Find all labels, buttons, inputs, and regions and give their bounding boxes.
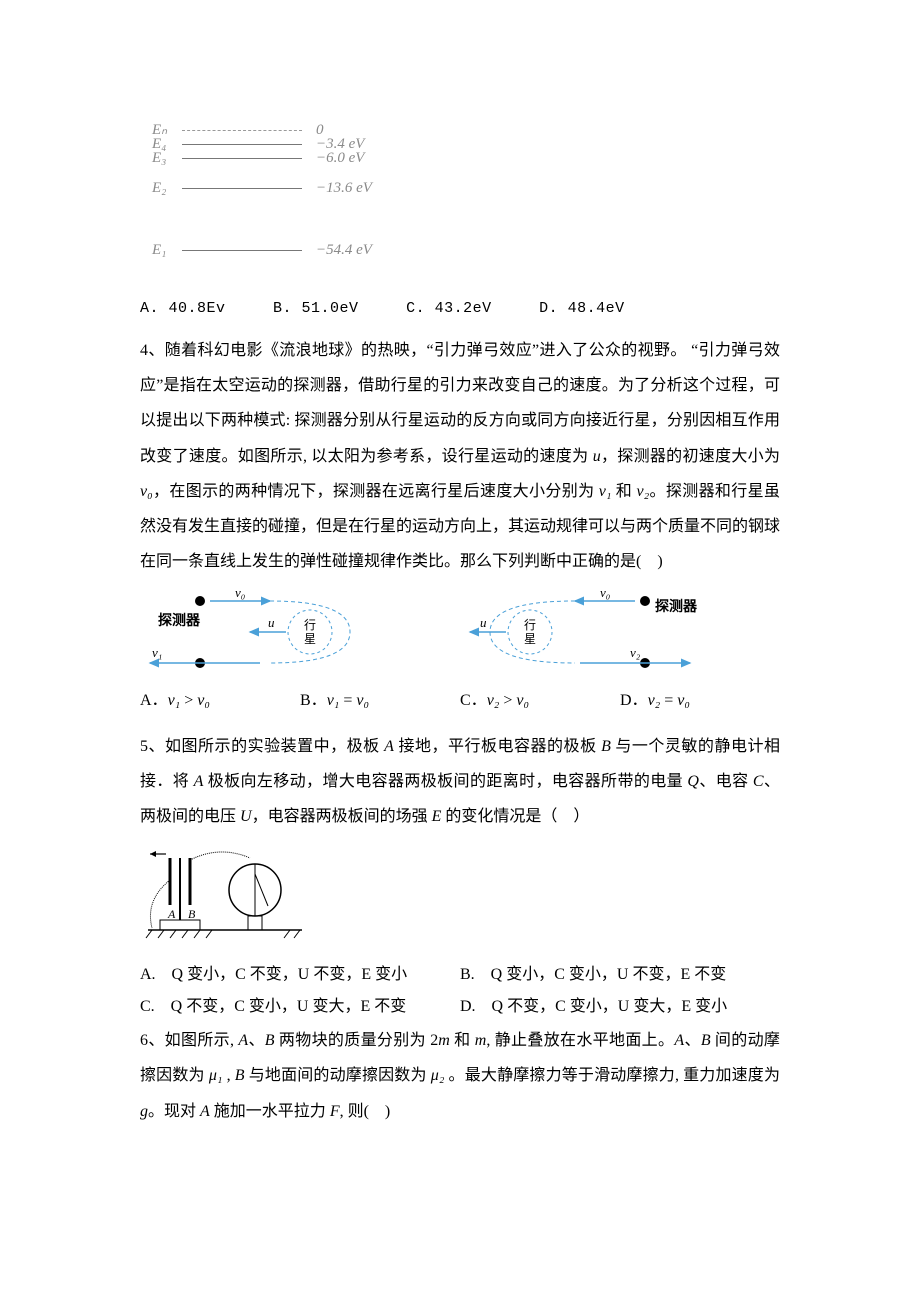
svg-text:星: 星 [304,632,316,646]
page-root: Eₙ 0 E₄ −3.4 eV E₃ −6.0 eV E₂ −13.6 eV E… [0,0,920,1209]
q4-options: A．v₁ > v₀ B．v₁ = v₀ C．v₂ > v₀ D．v₂ = v₀ [140,683,780,718]
q4-figure-right: 行 星 u v₀ v₂ 探测器 [450,587,700,677]
energy-level-diagram: Eₙ 0 E₄ −3.4 eV E₃ −6.0 eV E₂ −13.6 eV E… [152,120,412,280]
q3-option-b: B. 51.0eV [273,292,359,325]
q4-option-c: C．v₂ > v₀ [460,683,620,718]
q6-number: 6、 [140,1032,165,1049]
svg-text:v₀: v₀ [235,587,245,600]
svg-text:v₂: v₂ [630,645,641,660]
level-value-3: −6.0 eV [302,142,364,175]
q5-option-c: C. Q 不变，C 变小，U 变大，E 不变 [140,991,460,1023]
svg-text:A: A [167,907,176,921]
level-label-1: E₁ [152,234,182,267]
svg-text:u: u [268,615,275,630]
level-line-4 [182,144,302,145]
q4-text-2: ，探测器的初速度大小为 [601,448,780,465]
svg-text:u: u [480,615,487,630]
q3-option-a: A. 40.8Ev [140,292,226,325]
level-line-2 [182,188,302,189]
q4-paragraph: 4、随着科幻电影《流浪地球》的热映，“引力弹弓效应”进入了公众的视野。 “引力弹… [140,333,780,579]
q5-paragraph: 5、如图所示的实验装置中，极板 A 接地，平行板电容器的极板 B 与一个灵敏的静… [140,729,780,835]
q4-var-v2: v₂ [637,483,650,500]
svg-text:v₀: v₀ [600,587,610,600]
q4-option-a: A．v₁ > v₀ [140,683,300,718]
svg-text:v₁: v₁ [152,645,162,660]
svg-text:B: B [188,907,196,921]
q5-option-b: B. Q 变小，C 变小，U 不变，E 不变 [460,959,780,991]
q4-var-v0: v₀ [140,483,153,500]
level-line-3 [182,158,302,159]
level-line-1 [182,250,302,251]
svg-text:行: 行 [524,618,536,632]
level-label-3: E₃ [152,142,182,175]
svg-text:探测器: 探测器 [158,612,201,629]
level-line-n [182,130,302,131]
q3-options: A. 40.8Ev B. 51.0eV C. 43.2eV D. 48.4eV [140,292,780,325]
q5-number: 5、 [140,738,165,755]
q6-paragraph: 6、如图所示, A、B 两物块的质量分别为 2m 和 m, 静止叠放在水平地面上… [140,1023,780,1129]
q4-text-3: ，在图示的两种情况下，探测器在远离行星后速度大小分别为 [153,483,599,500]
q4-text-1: 随着科幻电影《流浪地球》的热映，“引力弹弓效应”进入了公众的视野。 “引力弹弓效… [140,342,780,465]
q4-option-d: D．v₂ = v₀ [620,683,780,718]
q4-and: 和 [611,483,636,500]
q5-option-a: A. Q 变小，C 不变，U 不变，E 变小 [140,959,460,991]
q4-option-b: B．v₁ = v₀ [300,683,460,718]
q5-option-d: D. Q 不变，C 变小，U 变大，E 变小 [460,991,780,1023]
q3-option-c: C. 43.2eV [406,292,492,325]
q5-figure: A B [140,840,310,940]
level-value-2: −13.6 eV [302,172,372,205]
level-label-2: E₂ [152,172,182,205]
svg-text:星: 星 [524,632,536,646]
q4-figure-left: 行 星 u v₀ v₁ 探测器 [140,587,390,677]
q4-var-v1: v₁ [599,483,612,500]
q5-options: A. Q 变小，C 不变，U 不变，E 变小 B. Q 变小，C 变小，U 不变… [140,959,780,1023]
level-value-1: −54.4 eV [302,234,372,267]
svg-text:探测器: 探测器 [655,598,698,615]
q3-option-d: D. 48.4eV [539,292,625,325]
q4-number: 4、 [140,342,165,359]
q4-figure-row: 行 星 u v₀ v₁ 探测器 [140,587,780,677]
q4-var-u: u [593,448,601,465]
svg-text:行: 行 [304,618,316,632]
